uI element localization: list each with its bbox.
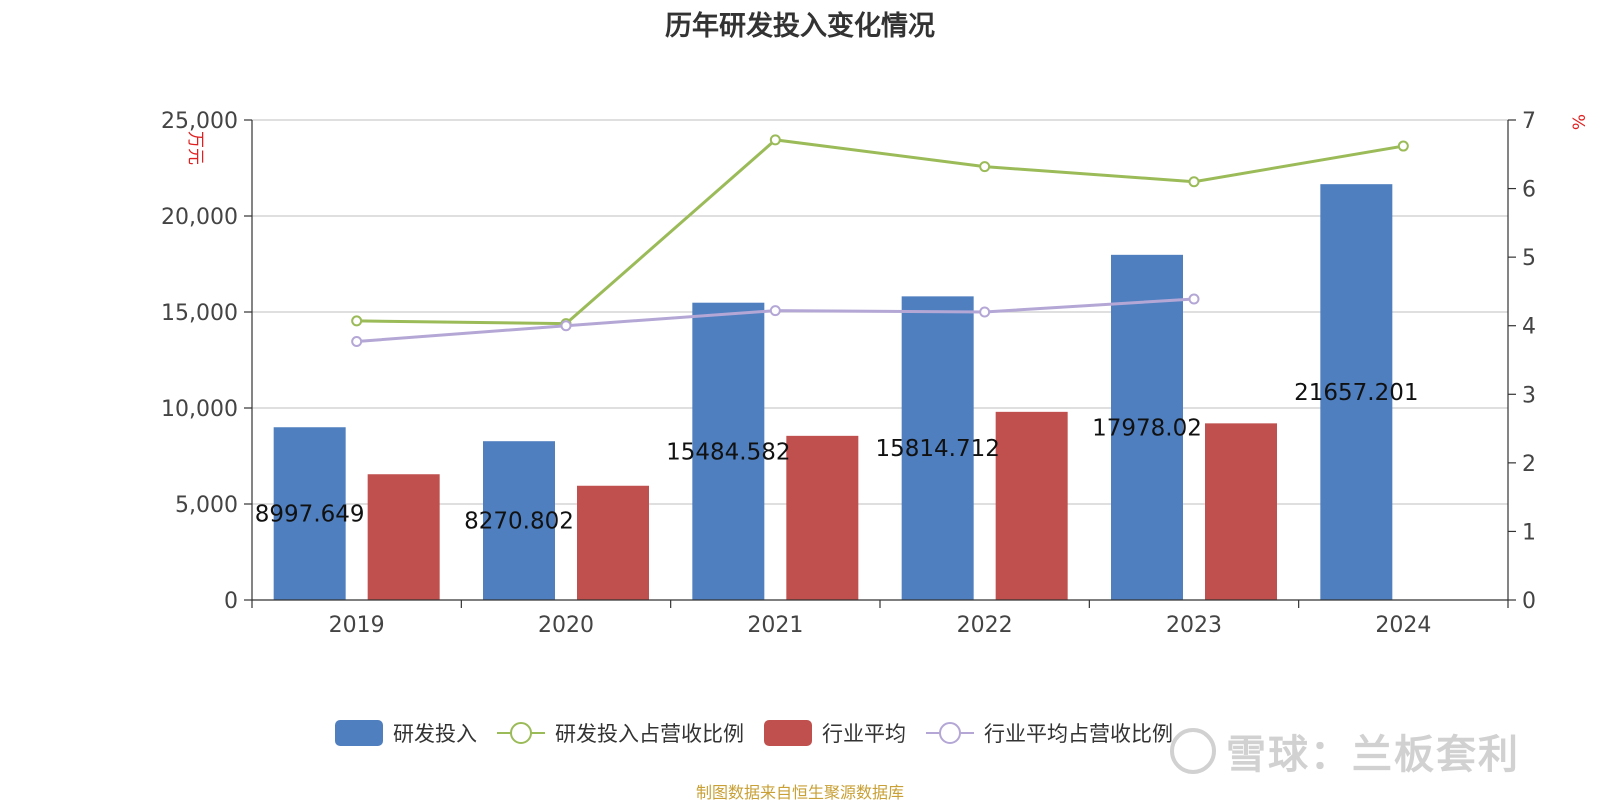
legend-swatch-industry-avg (764, 720, 812, 746)
y-right-axis-label: % (1570, 114, 1590, 130)
bar-value-label: 15484.582 (666, 439, 790, 465)
legend-label-industry-ratio: 行业平均占营收比例 (984, 722, 1173, 746)
data-source-note: 制图数据来自恒生聚源数据库 (695, 783, 904, 802)
watermark: 雪球：兰板套利 (1170, 722, 1520, 780)
legend-label-rd-ratio: 研发投入占营收比例 (555, 722, 744, 746)
bar-value-label: 21657.201 (1294, 380, 1418, 406)
legend-swatch-rd-ratio (497, 722, 545, 744)
y-right-tick-label: 5 (1522, 246, 1536, 271)
data-labels: 8997.649 8270.802 15484.582 15814.712 17978.… (255, 380, 1419, 535)
y-right-tick-label: 2 (1522, 452, 1536, 477)
bar-rd-spend (273, 427, 346, 600)
y-right-tick-label: 1 (1522, 520, 1536, 545)
bar-rd-spend (483, 441, 555, 600)
y-left-tick-label: 0 (224, 589, 238, 614)
y-left-tick-label: 10,000 (161, 397, 238, 422)
legend-label-industry-avg: 行业平均 (822, 722, 906, 746)
bar-industry-avg (367, 474, 440, 600)
y-left-tick-label: 25,000 (161, 109, 238, 134)
legend-swatch-industry-ratio (926, 722, 974, 744)
point-industry-ratio (560, 320, 572, 332)
point-rd-ratio (1188, 176, 1200, 188)
legend-item-rd-spend[interactable]: 研发投入 (335, 718, 477, 748)
bar-value-label: 15814.712 (875, 436, 999, 462)
x-tick-label: 2022 (957, 613, 1013, 638)
legend-swatch-rd-spend (335, 720, 383, 746)
y-right-tick-label: 0 (1522, 589, 1536, 614)
bar-industry-avg (995, 411, 1068, 600)
legend-item-rd-ratio[interactable]: 研发投入占营收比例 (497, 718, 744, 748)
x-tick-label: 2019 (329, 613, 385, 638)
bar-value-label: 17978.02 (1092, 415, 1202, 441)
y-left-tick-label: 20,000 (161, 205, 238, 230)
bar-rd-spend (692, 302, 765, 600)
point-industry-ratio (769, 305, 781, 317)
point-rd-ratio (979, 161, 991, 173)
bar-industry-avg (577, 485, 649, 600)
bar-industry-avg (1205, 423, 1277, 600)
xueqiu-logo-icon (1170, 728, 1216, 774)
bar-value-label: 8270.802 (464, 509, 574, 535)
y-right-tick-label: 3 (1522, 383, 1536, 408)
bar-rd-spend (901, 296, 974, 600)
bar-rd-spend (1320, 184, 1393, 600)
line-rd-ratio (356, 138, 1404, 326)
chart-title: 历年研发投入变化情况 (665, 11, 935, 42)
point-rd-ratio (769, 134, 781, 146)
lines (351, 134, 1409, 347)
x-tick-label: 2021 (747, 613, 803, 638)
y-right-tick-label: 7 (1522, 109, 1536, 134)
legend-item-industry-ratio[interactable]: 行业平均占营收比例 (926, 718, 1173, 748)
axes: 0 5,000 10,000 15,000 20,000 25,000 0 1 2 3 4 5 6 7 万元… (161, 109, 1590, 638)
x-tick-label: 2023 (1166, 613, 1222, 638)
point-industry-ratio (1188, 293, 1200, 305)
point-rd-ratio (351, 315, 363, 327)
point-rd-ratio (1397, 140, 1409, 152)
watermark-text: 雪球：兰板套利 (1226, 732, 1520, 778)
bar-industry-avg (786, 435, 859, 600)
y-left-tick-label: 5,000 (175, 493, 238, 518)
bars (273, 184, 1393, 600)
point-industry-ratio (979, 306, 991, 318)
y-left-axis-label: 万元 (185, 131, 205, 165)
y-right-tick-label: 4 (1522, 315, 1536, 340)
legend-item-industry-avg[interactable]: 行业平均 (764, 718, 906, 748)
legend-label-rd-spend: 研发投入 (393, 722, 477, 746)
bar-rd-spend (1111, 254, 1183, 600)
x-tick-label: 2024 (1375, 613, 1431, 638)
bar-value-label: 8997.649 (255, 502, 365, 528)
x-tick-label: 2020 (538, 613, 594, 638)
y-right-tick-label: 6 (1522, 178, 1536, 203)
y-left-tick-label: 15,000 (161, 301, 238, 326)
legend: 研发投入 研发投入占营收比例 行业平均 行业平均占营收比例 (335, 716, 1193, 750)
point-industry-ratio (351, 335, 363, 347)
